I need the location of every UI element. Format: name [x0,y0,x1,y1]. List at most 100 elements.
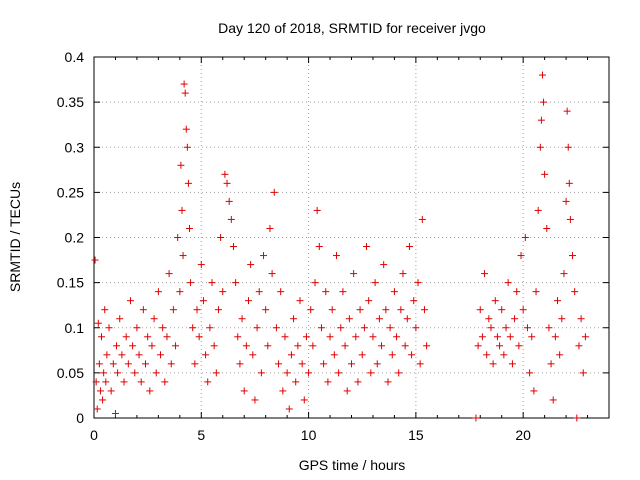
data-point [212,369,220,377]
data-point [420,306,428,314]
data-point [247,261,255,269]
data-point [337,324,345,332]
data-point [558,315,566,323]
data-point [571,288,579,296]
data-point [384,378,392,386]
data-point [530,387,538,395]
data-point [249,351,257,359]
data-point [416,360,424,368]
data-point [208,279,216,287]
data-point [116,315,124,323]
data-point [481,270,489,278]
data-point [322,288,330,296]
data-point [405,243,413,251]
data-point [98,333,106,341]
data-point [581,333,589,341]
data-point [129,342,137,350]
data-point [354,378,362,386]
data-point [180,80,188,88]
data-point [330,351,338,359]
data-point [223,179,231,187]
data-point [541,170,549,178]
x-tick-label: 0 [90,427,98,443]
data-point [311,279,319,287]
data-point [487,324,495,332]
data-point [528,333,536,341]
data-point [566,215,574,223]
data-point [253,324,261,332]
data-point [109,360,117,368]
data-point [500,351,508,359]
data-point [412,324,420,332]
data-point [219,288,227,296]
data-point [279,387,287,395]
data-point [395,369,403,377]
data-point [562,197,570,205]
data-point [283,369,291,377]
data-point [234,333,242,341]
data-point [100,369,108,377]
data-point [184,179,192,187]
data-point [328,306,336,314]
data-point [545,324,553,332]
data-point [107,387,115,395]
data-point [172,342,180,350]
data-point [343,387,351,395]
y-tick-label: 0.2 [65,230,85,246]
data-point [183,143,191,151]
data-point [266,224,274,232]
data-point [399,270,407,278]
data-point [95,360,103,368]
x-axis-title: GPS time / hours [299,457,406,473]
data-point [502,324,510,332]
data-point [227,215,235,223]
data-point [390,288,398,296]
data-point [363,243,371,251]
data-point [569,252,577,260]
data-point [315,243,323,251]
data-point [401,342,409,350]
data-point [236,360,244,368]
data-point [114,369,122,377]
data-point [193,306,201,314]
data-point [176,288,184,296]
data-point [202,351,210,359]
data-point [91,256,99,264]
data-point [345,315,353,323]
data-point [341,342,349,350]
data-point [94,319,102,327]
data-point [178,206,186,214]
data-point [549,396,557,404]
data-point [298,360,306,368]
data-point [217,234,225,241]
data-point [111,409,119,417]
data-point [163,333,171,341]
x-tick-label: 20 [515,427,531,443]
data-point [365,297,373,305]
data-point [320,360,328,368]
data-point [102,378,110,386]
data-point [378,342,386,350]
data-point [556,351,564,359]
data-point [135,351,143,359]
y-tick-label: 0.35 [57,94,84,110]
data-point [99,396,107,404]
data-point [210,342,218,350]
data-point [538,71,546,79]
y-tick-label: 0.3 [65,139,85,155]
data-point [324,378,332,386]
data-point [523,324,531,332]
data-point [326,333,334,341]
chart-title: Day 120 of 2018, SRMTID for receiver jvg… [218,20,486,36]
data-point [537,116,545,124]
data-point [560,270,568,278]
data-point [195,333,203,341]
data-point [517,252,525,260]
data-point [483,351,491,359]
x-tick-label: 15 [408,427,424,443]
data-point [126,297,134,305]
data-point [348,360,355,368]
data-point [491,297,499,305]
data-point [255,288,263,296]
data-point [393,333,401,341]
